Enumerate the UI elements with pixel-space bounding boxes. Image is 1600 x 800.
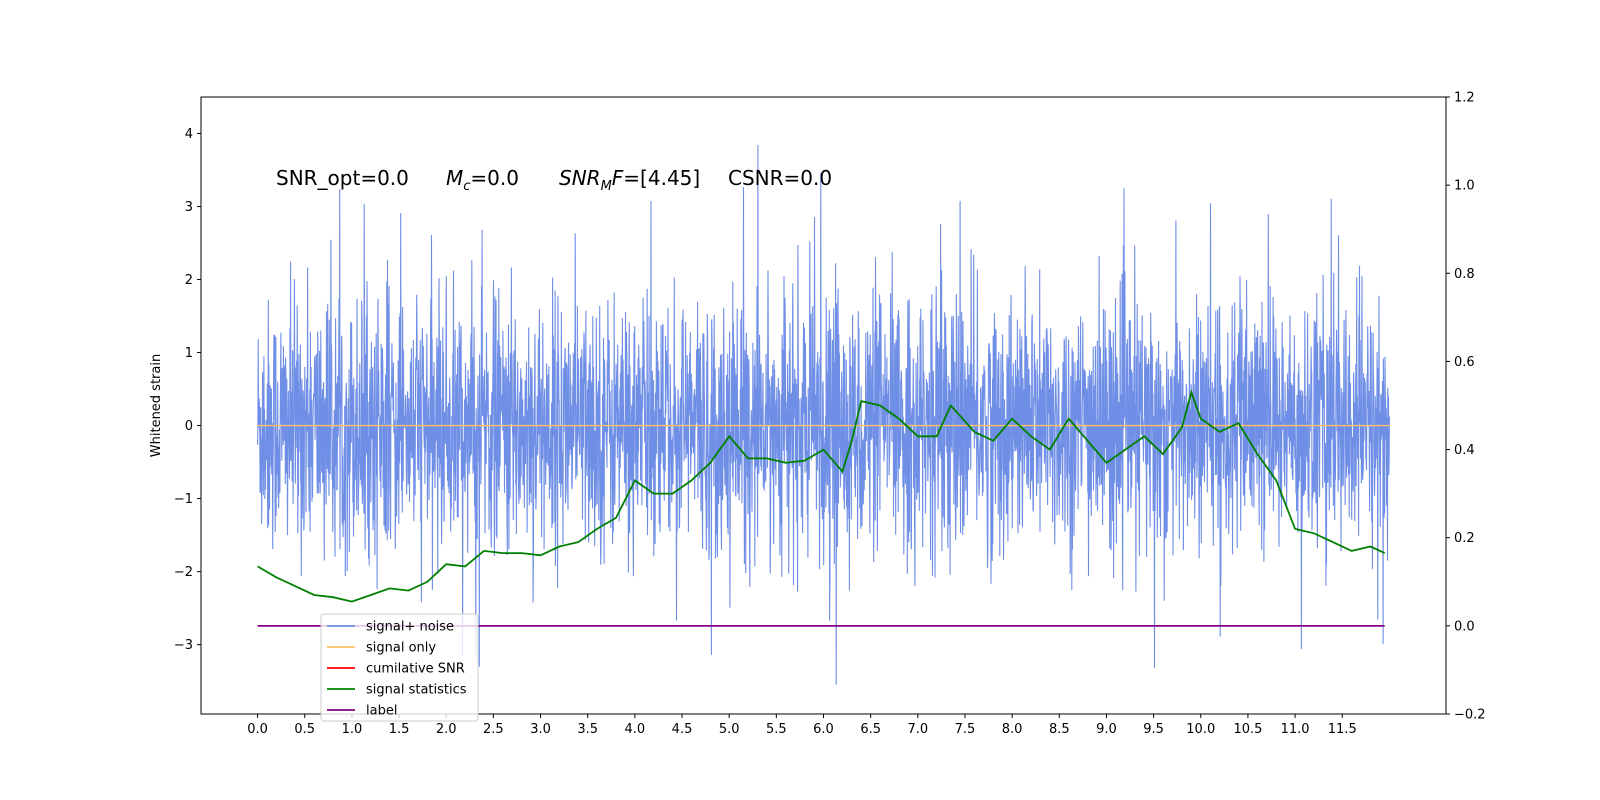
annotation-snr-opt: SNR_opt=0.0 (276, 166, 409, 190)
x-tick-label: 6.0 (813, 722, 834, 737)
x-tick-label: 1.5 (389, 722, 410, 737)
x-tick-label: 9.0 (1096, 722, 1117, 737)
y-tick-label: 2 (185, 273, 193, 288)
x-tick-label: 7.5 (955, 722, 976, 737)
legend-box (320, 613, 479, 722)
annotation-csnr: CSNR=0.0 (728, 166, 832, 190)
y-tick-label: 1 (185, 346, 193, 361)
x-tick-label: 11.0 (1281, 722, 1310, 737)
x-tick-label: 9.5 (1143, 722, 1164, 737)
y-tick-label: −3 (174, 638, 193, 653)
x-tick-label: 6.5 (860, 722, 881, 737)
y-axis-right: 1.2 1.0 0.8 0.6 0.4 0.2 0.0 −0.2 (1446, 91, 1486, 723)
y-tick-label: −1 (174, 492, 193, 507)
x-tick-label: 3.5 (577, 722, 598, 737)
legend-label: signal only (366, 641, 436, 656)
annotation-mc: Mc=0.0 (446, 166, 519, 194)
annotation-snr-mf-sub: M (601, 179, 612, 194)
x-tick-label: 0.0 (247, 722, 268, 737)
y2-tick-label: −0.2 (1454, 708, 1486, 723)
y2-tick-label: 0.2 (1454, 531, 1475, 546)
y2-tick-label: 0.8 (1454, 267, 1475, 282)
legend-label: cumilative SNR (366, 662, 465, 677)
annotation-mc-sub: c (463, 179, 470, 194)
y-tick-label: 0 (185, 419, 193, 434)
x-tick-label: 1.0 (342, 722, 363, 737)
y-axis-label: Whitened strain (149, 354, 164, 457)
legend-label: signal statistics (366, 683, 467, 698)
x-tick-label: 4.0 (625, 722, 646, 737)
x-tick-label: 10.5 (1233, 722, 1262, 737)
x-tick-label: 8.5 (1049, 722, 1070, 737)
annotation-mc-value: =0.0 (470, 166, 519, 190)
x-tick-label: 7.0 (907, 722, 928, 737)
x-tick-label: 8.0 (1002, 722, 1023, 737)
x-tick-label: 3.0 (530, 722, 551, 737)
x-tick-label: 0.5 (294, 722, 315, 737)
y2-tick-label: 1.2 (1454, 91, 1475, 106)
y2-tick-label: 0.0 (1454, 619, 1475, 634)
annotation-snr-mf-symbol: SNR (559, 166, 601, 190)
x-tick-label: 2.5 (483, 722, 504, 737)
x-tick-label: 10.0 (1186, 722, 1215, 737)
legend-label: label (366, 704, 397, 719)
x-tick-label: 11.5 (1328, 722, 1357, 737)
signal-noise-series (257, 144, 1390, 685)
legend-label: signal+ noise (366, 620, 454, 635)
x-tick-label: 5.0 (719, 722, 740, 737)
x-tick-label: 2.0 (436, 722, 457, 737)
x-tick-label: 5.5 (766, 722, 787, 737)
y-tick-label: 4 (185, 127, 193, 142)
x-axis: 0.0 0.5 1.0 1.5 2.0 2.5 3.0 3.5 4.0 4.5 5.0 5.5 6.0 6… (247, 714, 1357, 737)
y2-tick-label: 0.4 (1454, 443, 1475, 458)
y-tick-label: −2 (174, 565, 193, 580)
y-tick-label: 3 (185, 200, 193, 215)
annotation-snr-mf-f: F (612, 166, 624, 190)
x-tick-label: 4.5 (672, 722, 693, 737)
annotation-snr-mf: SNRMF=[4.45] (559, 166, 700, 194)
signal-noise-line (257, 144, 1390, 685)
legend: signal+ noise signal only cumilative SNR si… (320, 613, 479, 722)
signal-statistics-line (257, 389, 1386, 603)
y-axis-left: 4 3 2 1 0 −1 −2 −3 (174, 127, 201, 653)
y2-tick-label: 1.0 (1454, 179, 1475, 194)
annotation-snr-mf-value: =[4.45] (623, 166, 700, 190)
annotation-mc-symbol: M (446, 166, 463, 190)
y2-tick-label: 0.6 (1454, 355, 1475, 370)
